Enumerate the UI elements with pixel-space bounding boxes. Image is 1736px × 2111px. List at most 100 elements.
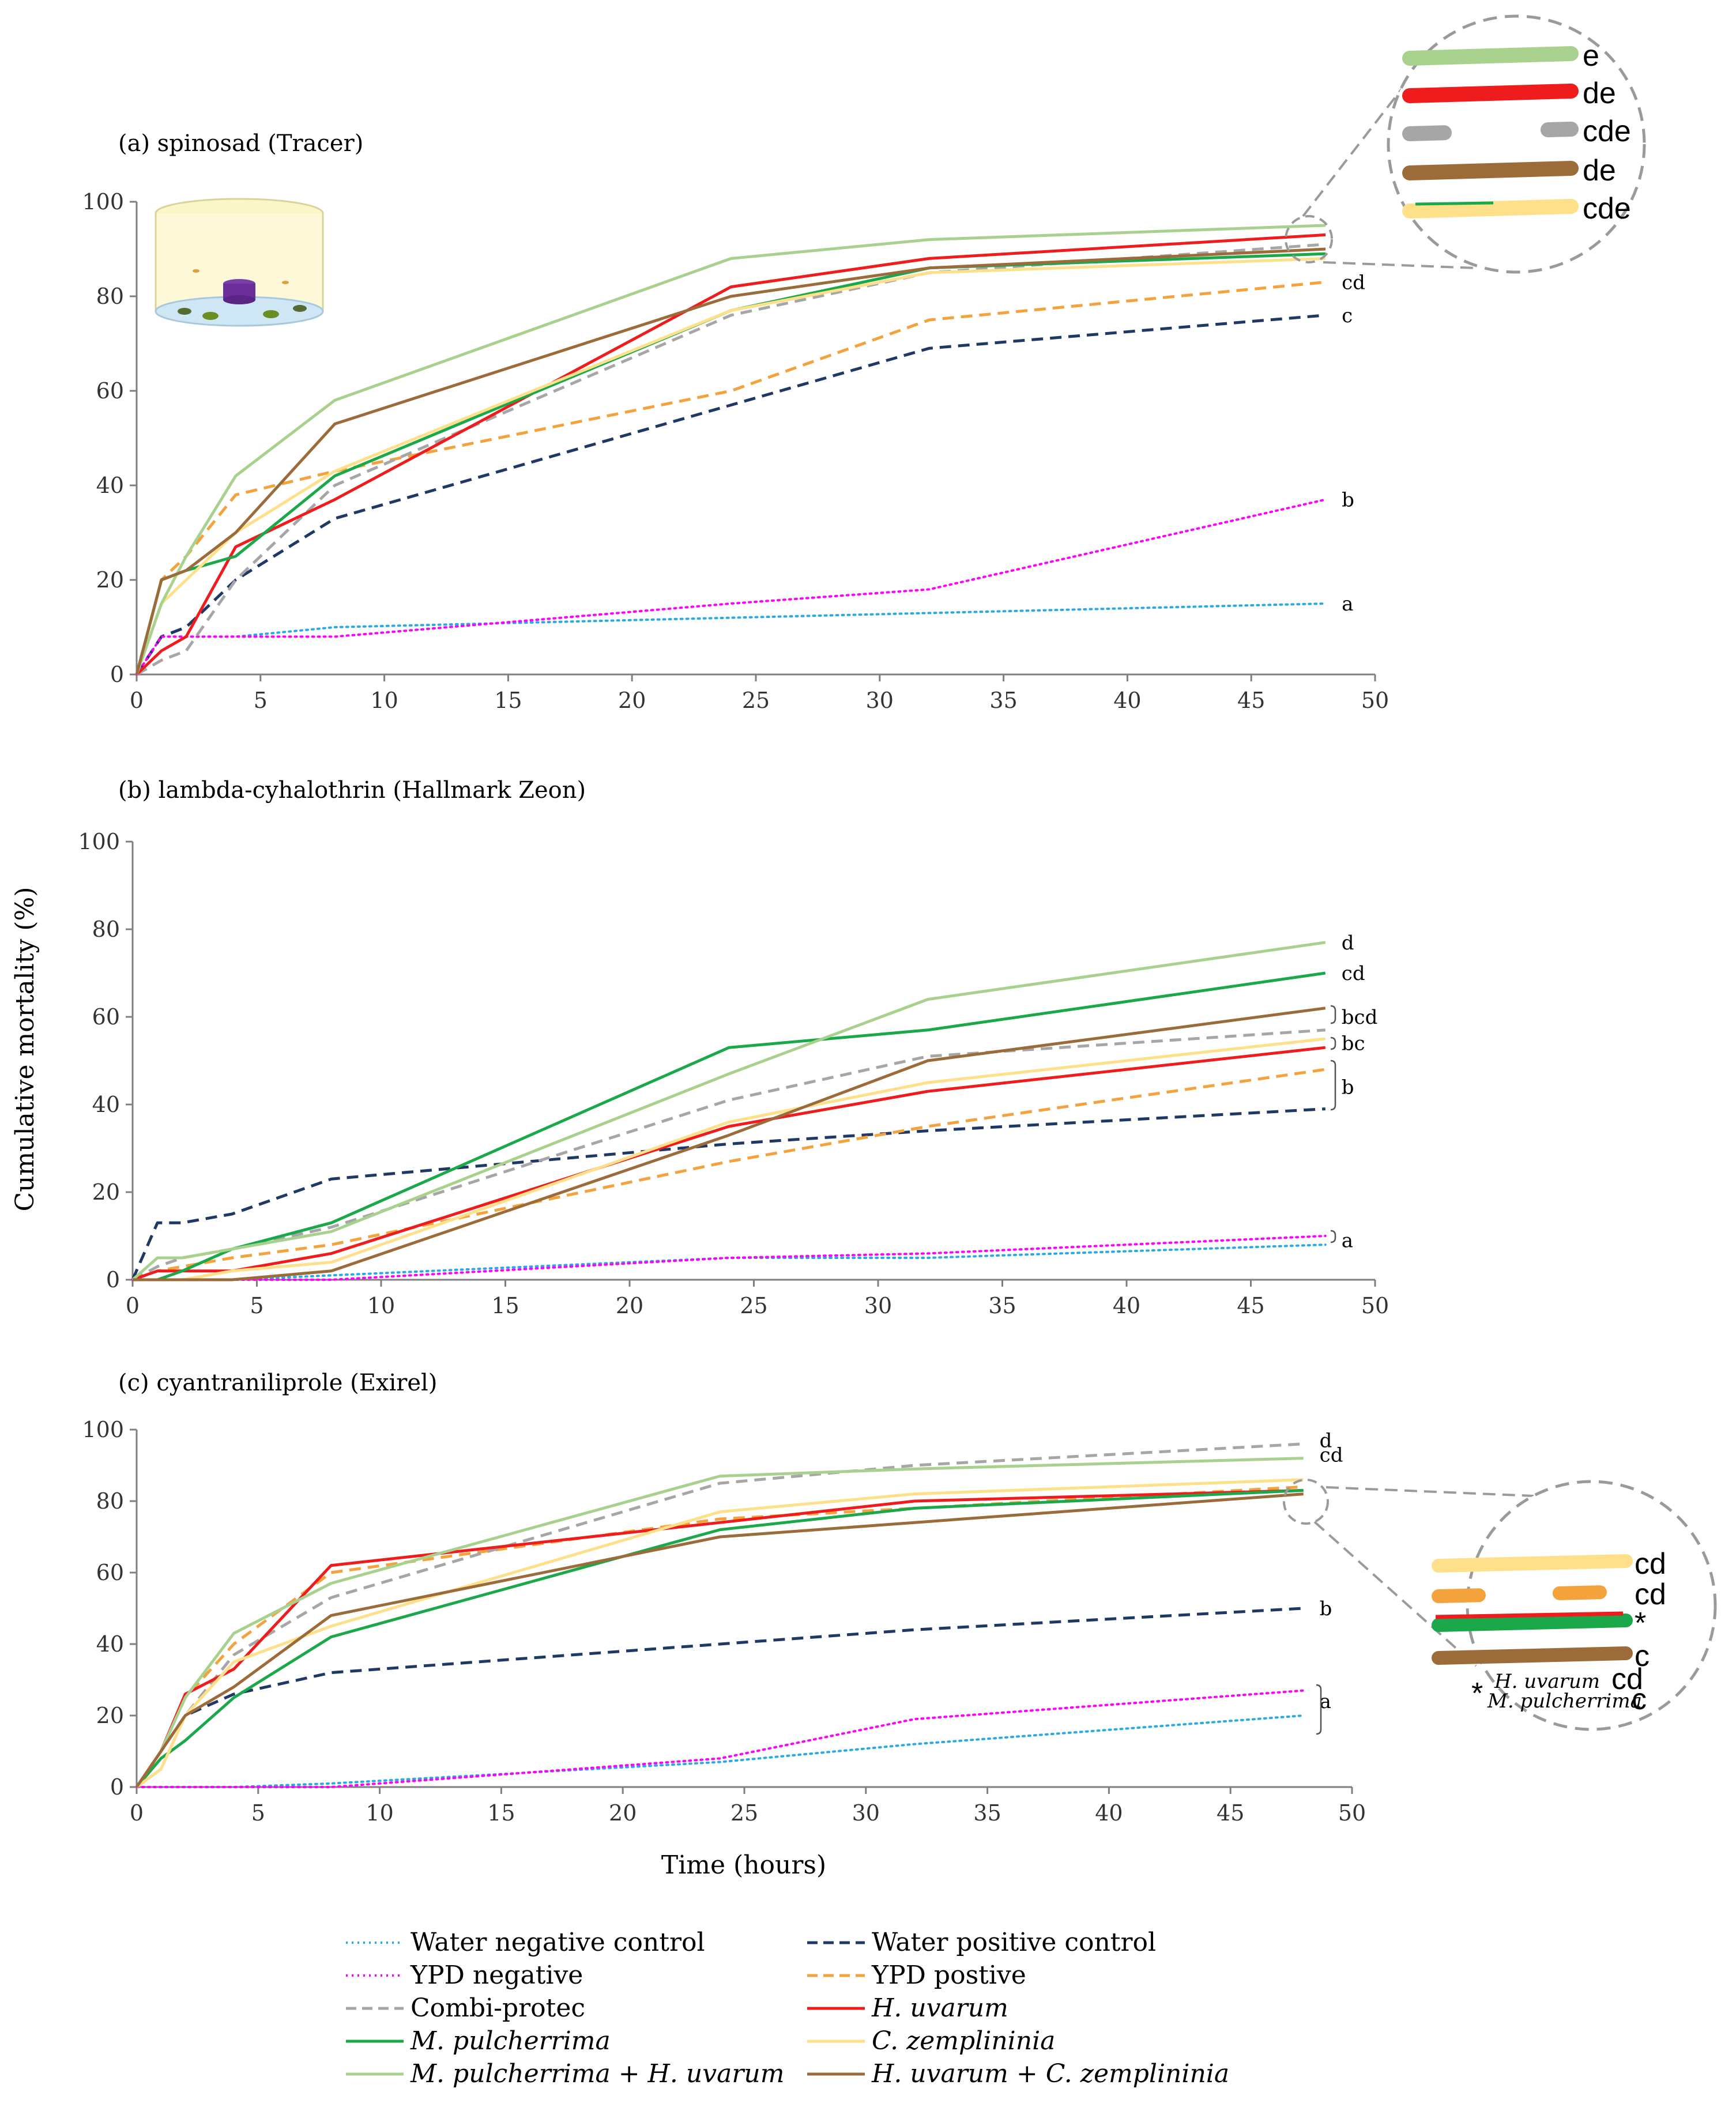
panel-title: (a) spinosad (Tracer) [118,130,363,157]
series-line-mpul_huv [135,224,1326,675]
y-tick-label: 100 [78,829,120,854]
x-tick-label: 10 [367,1293,395,1318]
series-line-water_pos [131,1107,1325,1280]
x-tick-label: 25 [730,1800,758,1826]
significance-label: cd [1342,271,1365,294]
y-tick-label: 100 [82,1417,124,1442]
significance-label: c [1342,304,1353,327]
x-tick-label: 40 [1095,1800,1123,1826]
zoom-swatch-mpul_huv [1402,46,1579,66]
legend-label-czem: C. zemplininia [872,2026,1055,2056]
x-tick-label: 35 [989,688,1017,713]
x-tick-label: 15 [487,1800,515,1826]
x-tick-label: 45 [1237,1293,1264,1318]
y-tick-label: 80 [96,284,124,309]
series-line-ypd_pos [135,280,1326,675]
zoom-connector [1325,1486,1534,1497]
panel-c-cyantraniliprole: (c) cyantraniliprole (Exirel) 0 20 40 60 80 10… [82,1370,1366,1826]
zoom-circle [1466,1480,1717,1731]
bracket [1330,1230,1336,1243]
footnote-mpul: M. pulcherrima [1487,1690,1642,1713]
series-line-huv [135,1488,1304,1788]
zoom-label: * [1635,1607,1646,1640]
series-line-czem [135,1478,1304,1789]
x-tick-label: 35 [988,1293,1016,1318]
x-tick-label: 40 [1113,688,1141,713]
series-line-water_pos [135,1607,1304,1788]
x-tick-label: 30 [852,1800,880,1826]
x-tick-label: 25 [740,1293,767,1318]
y-tick-label: 40 [96,1631,124,1657]
bracket [1330,1036,1336,1050]
footnote-mpul-sig: c [1632,1683,1647,1716]
series-line-ypd_neg [135,1689,1305,1788]
y-tick-label: 0 [106,1267,120,1292]
y-tick-label: 0 [110,662,124,687]
series-line-water_neg [135,602,1327,676]
y-tick-label: 20 [96,567,124,593]
series-line-ypd_pos [132,1068,1326,1281]
x-tick-label: 50 [1338,1800,1366,1826]
zoom-label: de [1583,154,1616,187]
zoom-callout-a: e de cde de cde [1285,14,1646,274]
zoom-label: de [1583,77,1616,110]
panel-b-lambda-cyhalothrin: (b) lambda-cyhalothrin (Hallmark Zeon) 0 2… [78,777,1389,1318]
panel-a-spinosad: (a) spinosad (Tracer) 0 20 40 60 80 100 0 5 10 15 2… [82,130,1389,713]
x-tick-label: 0 [130,1800,144,1826]
x-tick-label: 0 [130,688,144,713]
y-tick-label: 0 [110,1774,124,1800]
x-tick-label: 15 [491,1293,519,1318]
legend-label-ypd_pos: YPD postive [871,1961,1026,1990]
x-tick-label: 45 [1217,1800,1244,1826]
zoom-swatch-mpul [1432,1614,1633,1632]
x-tick-label: 40 [1113,1293,1140,1318]
series-line-czem [135,257,1326,675]
zoom-source-circle [1283,1479,1329,1525]
x-tick-label: 5 [254,688,268,713]
zoom-swatch-huv_czem [1402,161,1579,180]
series-line-mpul [133,971,1326,1281]
y-tick-label: 40 [96,473,124,498]
zoom-swatch-huv [1402,84,1579,103]
x-tick-label: 25 [742,688,770,713]
legend-label-mpul_huv: M. pulcherrima + H. uvarum [410,2059,784,2089]
x-tick-label: 20 [609,1800,637,1826]
y-tick-label: 100 [82,189,124,214]
series-line-water_neg [135,1714,1305,1788]
series-line-water_pos [135,314,1326,676]
x-tick-label: 30 [866,688,894,713]
significance-label: cd [1320,1443,1343,1467]
panel-title: (c) cyantraniliprole (Exirel) [118,1370,437,1396]
series-line-combi [135,243,1326,676]
significance-label: d [1342,932,1354,955]
zoom-swatch-czem [1432,1554,1633,1573]
legend-label-huv: H. uvarum [871,1993,1008,2023]
legend-label-water_pos: Water positive control [872,1928,1156,1957]
legend-label-ypd_neg: YPD negative [410,1961,583,1990]
zoom-label: cd [1635,1547,1666,1581]
series-line-huv_czem [133,1007,1326,1281]
x-tick-label: 5 [251,1800,265,1826]
x-tick-label: 30 [864,1293,892,1318]
series-line-mpul_huv [131,941,1326,1281]
zoom-swatch-overlap [1435,1611,1624,1619]
series-line-huv_czem [135,247,1326,675]
zoom-label: e [1583,39,1599,73]
y-tick-label: 60 [92,1004,120,1030]
panel-title: (b) lambda-cyhalothrin (Hallmark Zeon) [118,777,586,804]
bracket [1330,1005,1336,1024]
series-line-water_neg [131,1243,1327,1281]
significance-label: bcd [1342,1006,1378,1029]
petri-dish-illustration [155,198,324,327]
series-line-mpul [135,1488,1304,1788]
zoom-label: c [1635,1639,1650,1673]
legend-label-mpul: M. pulcherrima [410,2026,611,2056]
zoom-label: cde [1583,192,1631,225]
significance-label: b [1342,489,1354,512]
series-line-mpul_huv [135,1457,1304,1788]
significance-label: b [1342,1076,1354,1099]
x-tick-label: 50 [1361,688,1389,713]
x-tick-label: 20 [616,1293,643,1318]
